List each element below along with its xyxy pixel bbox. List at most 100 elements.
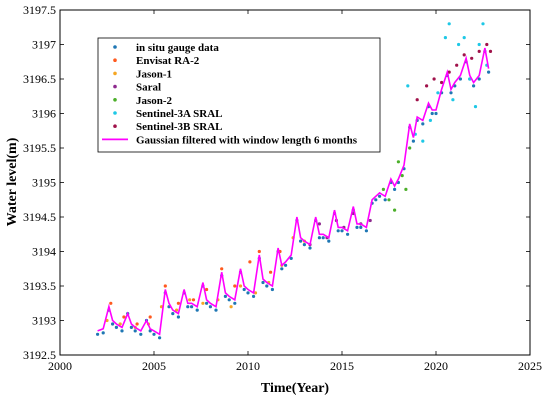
series-1-point	[176, 301, 180, 305]
series-5-point	[462, 36, 466, 40]
series-2-point	[201, 301, 205, 305]
series-4-point	[404, 187, 408, 191]
legend-box	[97, 37, 381, 153]
series-4-point	[400, 174, 404, 178]
series-5-point	[451, 98, 455, 102]
x-tick-label: 2005	[142, 359, 166, 373]
legend-swatch-point	[113, 71, 117, 76]
series-line-7	[97, 47, 490, 336]
series-0-point	[114, 325, 118, 329]
series-0-point	[227, 298, 231, 302]
series-6-point	[415, 98, 419, 102]
series-0-point	[299, 239, 303, 243]
series-6-point	[462, 53, 466, 57]
series-0-point	[284, 263, 288, 267]
legend-label-4: Jason-2	[136, 95, 173, 107]
series-6-point	[425, 84, 429, 88]
y-tick-label: 3197.5	[23, 3, 56, 17]
x-tick-label: 2015	[330, 359, 354, 373]
series-0-point	[242, 287, 246, 292]
chart-axes: 2000 2005 2010 2015 2020 2025 3192.5 3193 3193.5…	[23, 3, 542, 373]
series-0-point	[158, 336, 162, 340]
series-0-point	[321, 236, 325, 240]
series-5-point	[406, 84, 410, 88]
series-6-point	[440, 80, 444, 85]
series-0-point	[383, 198, 387, 202]
x-tick-label: 2010	[236, 359, 260, 373]
series-0-point	[477, 77, 481, 81]
series-6-point	[488, 49, 493, 54]
series-0-point	[378, 194, 382, 198]
x-axis-title: Time(Year)	[261, 381, 329, 396]
series-0-point	[340, 229, 344, 233]
series-0-point	[393, 187, 397, 191]
series-0-point	[434, 111, 438, 116]
y-tick-label: 3195	[32, 176, 56, 190]
series-0-point	[120, 329, 124, 333]
series-0-point	[190, 305, 194, 309]
series-0-point	[129, 325, 133, 329]
y-tick-label: 3196	[32, 107, 56, 121]
series-5-point	[447, 22, 451, 26]
legend-swatch-point	[113, 124, 117, 128]
series-0-point	[327, 239, 331, 243]
series-4-point	[408, 146, 412, 150]
series-5-point	[436, 91, 440, 95]
series-1-point	[163, 284, 167, 288]
series-0-point	[186, 305, 190, 309]
series-0-point	[336, 229, 340, 233]
series-5-point	[457, 42, 461, 47]
series-0-point	[421, 122, 425, 126]
series-6-point	[470, 56, 474, 60]
series-0-point	[364, 229, 368, 233]
series-0-point	[449, 91, 453, 95]
series-0-point	[246, 291, 250, 295]
series-0-point	[152, 332, 156, 336]
series-0-point	[270, 287, 274, 292]
x-tick-label: 2025	[518, 359, 542, 373]
series-6-point	[432, 77, 436, 81]
y-tick-label: 3193	[32, 314, 56, 328]
series-2-point	[175, 308, 179, 312]
series-0-point	[289, 256, 293, 260]
series-2-point	[253, 291, 258, 295]
series-1-point	[248, 260, 252, 264]
y-tick-label: 3194.5	[23, 210, 56, 224]
y-tick-label: 3195.5	[23, 141, 56, 155]
series-0-point	[487, 70, 491, 74]
series-2-point	[229, 305, 233, 309]
series-0-point	[472, 84, 476, 88]
series-4-point	[387, 198, 391, 202]
series-0-point	[133, 329, 137, 333]
series-0-point	[233, 301, 237, 305]
legend-label-3: Saral	[136, 82, 161, 94]
series-0-point	[101, 331, 105, 335]
series-0-point	[359, 225, 363, 229]
series-1-point	[269, 270, 273, 274]
legend-label-1: Envisat RA-2	[136, 55, 200, 67]
series-1-point	[257, 249, 261, 254]
series-1-point	[191, 298, 196, 302]
legend-swatch-point	[113, 84, 117, 89]
series-0-point	[195, 308, 199, 312]
series-1-point	[148, 315, 152, 319]
series-0-point	[374, 198, 378, 202]
series-0-point	[411, 139, 415, 143]
series-0-point	[458, 77, 462, 81]
series-3-point	[368, 218, 372, 223]
series-2-point	[188, 298, 192, 302]
legend-swatch-point	[113, 58, 117, 62]
series-0-point	[171, 312, 175, 316]
series-4-point	[381, 187, 385, 191]
chart-marks	[96, 22, 493, 340]
legend-label-7: Gaussian filtered with window length 6 m…	[136, 134, 358, 146]
series-0-point	[205, 301, 209, 305]
series-0-point	[96, 332, 100, 336]
legend-swatch-point	[113, 45, 117, 49]
legend-label-5: Sentinel-3A SRAL	[136, 108, 223, 120]
y-tick-label: 3197	[32, 38, 56, 52]
series-0-point	[265, 284, 269, 288]
y-tick-label: 3196.5	[23, 72, 56, 86]
series-0-point	[261, 280, 265, 285]
